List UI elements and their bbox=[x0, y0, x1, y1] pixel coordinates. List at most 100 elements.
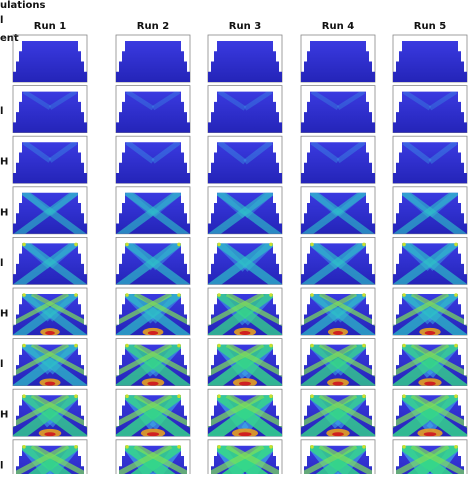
band bbox=[298, 445, 370, 478]
stress-bands bbox=[11, 243, 89, 285]
stress-bands bbox=[113, 344, 193, 386]
band bbox=[307, 294, 377, 335]
band bbox=[214, 294, 284, 335]
stress-bands bbox=[205, 344, 285, 386]
specimen bbox=[298, 142, 378, 184]
band bbox=[299, 294, 369, 335]
load-point bbox=[362, 242, 366, 247]
band bbox=[125, 91, 155, 111]
band bbox=[11, 294, 81, 335]
band bbox=[391, 192, 461, 234]
row-label: l bbox=[0, 460, 3, 471]
stress-bands bbox=[299, 192, 377, 234]
band bbox=[410, 395, 470, 429]
load-point bbox=[310, 242, 314, 247]
load-point bbox=[402, 293, 406, 297]
band bbox=[390, 445, 450, 478]
band bbox=[19, 243, 89, 285]
load-point bbox=[310, 394, 314, 399]
stress-bands bbox=[205, 395, 285, 437]
band bbox=[10, 395, 70, 429]
band bbox=[133, 294, 193, 328]
load-point bbox=[217, 445, 221, 449]
stress-bands bbox=[113, 294, 193, 335]
band bbox=[113, 344, 173, 378]
simulation-cell bbox=[10, 34, 90, 83]
band bbox=[299, 192, 369, 234]
band bbox=[30, 395, 90, 429]
band bbox=[30, 344, 90, 378]
stress-bands bbox=[310, 142, 366, 164]
band bbox=[399, 243, 469, 285]
band bbox=[307, 192, 377, 234]
load-point bbox=[402, 445, 406, 449]
band bbox=[30, 445, 90, 478]
band bbox=[390, 294, 450, 328]
stress-bands bbox=[402, 142, 458, 164]
hot-spot bbox=[332, 432, 344, 437]
stress-bands bbox=[10, 395, 90, 437]
hot-spot bbox=[332, 381, 344, 386]
load-point bbox=[74, 242, 78, 247]
band bbox=[122, 243, 192, 285]
band bbox=[206, 192, 276, 234]
row-label: H bbox=[0, 207, 8, 218]
stress-bands bbox=[10, 294, 90, 335]
row-label: l bbox=[0, 359, 3, 370]
simulation-cell bbox=[298, 287, 378, 336]
load-point bbox=[125, 445, 129, 449]
cell-frame bbox=[392, 439, 468, 478]
band bbox=[336, 142, 366, 164]
simulation-cell bbox=[390, 186, 470, 235]
specimen bbox=[390, 41, 470, 82]
hot-spot bbox=[424, 381, 436, 386]
column-header: Run 1 bbox=[34, 21, 66, 32]
simulation-cell bbox=[205, 85, 285, 133]
load-point bbox=[217, 343, 221, 348]
load-point bbox=[454, 445, 458, 449]
cell-frame bbox=[12, 439, 88, 478]
load-point bbox=[454, 293, 458, 297]
band bbox=[48, 142, 78, 163]
load-point bbox=[362, 293, 366, 297]
stress-bands bbox=[11, 192, 89, 234]
band bbox=[310, 91, 340, 111]
stress-bands bbox=[298, 344, 378, 386]
specimen bbox=[205, 41, 285, 82]
stress-bands bbox=[391, 192, 469, 234]
load-point bbox=[22, 445, 26, 449]
band bbox=[225, 344, 285, 378]
band bbox=[114, 192, 184, 234]
hot-spot bbox=[147, 331, 159, 335]
specimen bbox=[390, 142, 470, 184]
band bbox=[11, 243, 81, 285]
stress-bands bbox=[298, 445, 378, 478]
simulation-cell bbox=[205, 338, 285, 387]
row-label: l bbox=[0, 106, 3, 117]
stress-bands bbox=[390, 344, 470, 386]
band bbox=[214, 192, 284, 234]
stress-bands bbox=[22, 142, 78, 163]
band bbox=[48, 91, 78, 110]
specimen bbox=[390, 91, 470, 133]
band bbox=[410, 445, 470, 478]
band bbox=[10, 445, 70, 478]
band bbox=[205, 395, 265, 429]
stress-bands bbox=[114, 192, 192, 234]
stress-bands bbox=[10, 344, 90, 386]
load-point bbox=[125, 394, 129, 399]
band bbox=[10, 445, 82, 478]
band bbox=[113, 445, 173, 478]
simulation-cell bbox=[298, 338, 378, 387]
band bbox=[151, 91, 181, 111]
hot-spot bbox=[45, 331, 55, 335]
simulation-cell bbox=[113, 135, 193, 184]
load-point bbox=[217, 293, 221, 297]
stress-bands bbox=[391, 243, 469, 285]
band bbox=[428, 91, 458, 111]
band bbox=[113, 395, 185, 437]
band bbox=[307, 344, 377, 386]
band bbox=[298, 445, 358, 478]
band bbox=[125, 142, 155, 164]
